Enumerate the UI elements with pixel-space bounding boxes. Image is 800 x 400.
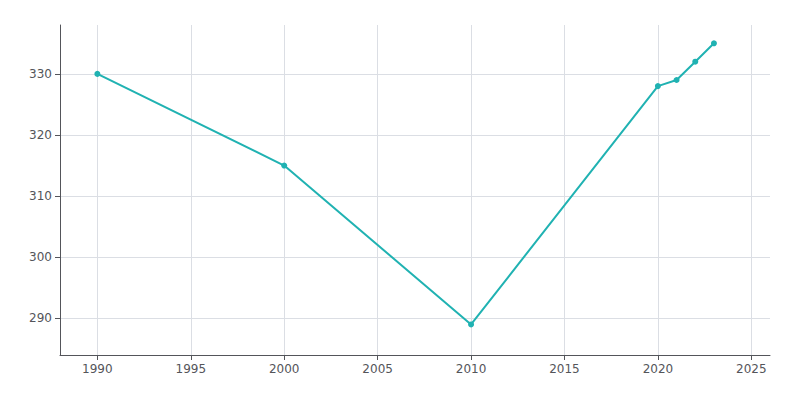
svg-text:330: 330 [29, 67, 52, 81]
svg-text:2000: 2000 [269, 362, 300, 376]
svg-text:1995: 1995 [176, 362, 207, 376]
svg-text:2025: 2025 [736, 362, 767, 376]
svg-text:2020: 2020 [643, 362, 674, 376]
svg-text:290: 290 [29, 311, 52, 325]
svg-text:2005: 2005 [362, 362, 393, 376]
svg-text:300: 300 [29, 250, 52, 264]
svg-text:2015: 2015 [549, 362, 580, 376]
svg-text:1990: 1990 [82, 362, 113, 376]
svg-text:2010: 2010 [456, 362, 487, 376]
svg-text:310: 310 [29, 189, 52, 203]
svg-text:320: 320 [29, 128, 52, 142]
